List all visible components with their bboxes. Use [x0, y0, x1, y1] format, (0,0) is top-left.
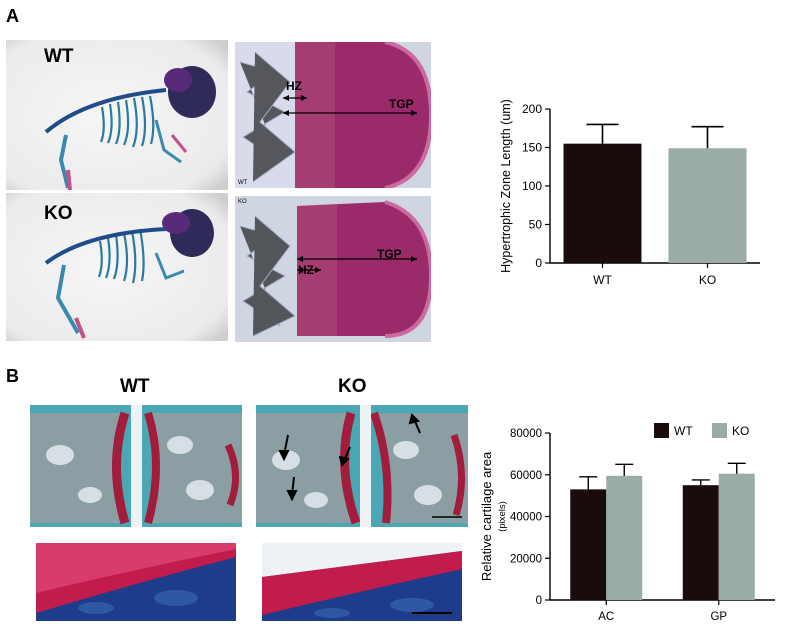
- histology-wt-tgp-label: TGP: [389, 97, 414, 111]
- skeleton-photo-ko: [6, 193, 228, 341]
- y-tick-label: 150: [522, 141, 542, 155]
- histology-ko-measure-arrows: [297, 256, 417, 273]
- y-tick-label: 0: [536, 595, 542, 607]
- joint-ko-label: KO: [338, 376, 367, 397]
- legend-swatch: [654, 423, 669, 438]
- legend-swatch: [712, 423, 727, 438]
- y-tick-label: 100: [522, 179, 542, 193]
- y-tick-label: 20000: [510, 553, 542, 565]
- x-tick-label: WT: [593, 273, 612, 287]
- histology-ko-image: [235, 196, 431, 342]
- joint-wt-label: WT: [120, 376, 150, 397]
- bar: [668, 148, 747, 263]
- histology-wt-corner-label: WT: [238, 180, 248, 186]
- x-tick-label: KO: [699, 273, 716, 287]
- histology-wt-measure-arrows: [283, 95, 417, 116]
- joint-ko-image: [256, 405, 468, 527]
- histology-ko-tgp-label: TGP: [377, 247, 402, 261]
- joint-wt-image: [30, 405, 242, 527]
- histology-ko-corner-label: KO: [238, 199, 247, 205]
- bar: [570, 489, 607, 600]
- y-tick-label: 0: [535, 256, 542, 270]
- y-axis-label: Hypertrophic Zone Length (um): [499, 99, 513, 273]
- y-tick-label: 50: [529, 218, 543, 232]
- closeup-ko-image: [262, 543, 462, 621]
- skeleton-ko-label: KO: [44, 203, 73, 224]
- histology-wt-hz-label: HZ: [286, 79, 302, 93]
- y-axis-units: (pixels): [497, 501, 508, 532]
- histology-wt-image: [235, 42, 431, 188]
- legend-label: KO: [732, 424, 749, 438]
- x-tick-label: AC: [598, 611, 614, 623]
- bar: [606, 475, 643, 600]
- panel-a-letter: A: [6, 6, 19, 26]
- y-tick-label: 40000: [510, 512, 542, 524]
- bar: [682, 485, 719, 600]
- y-tick-label: 200: [522, 102, 542, 116]
- y-tick-label: 80000: [510, 428, 542, 440]
- cartilage-area-chart: 0 20000 40000 60000 80000 Relative cartilage …: [479, 423, 775, 623]
- panel-b-letter: B: [6, 366, 19, 386]
- y-tick-label: 60000: [510, 470, 542, 482]
- closeup-wt-image: [36, 543, 236, 621]
- bar: [718, 473, 755, 600]
- legend-label: WT: [674, 424, 693, 438]
- skeleton-wt-label: WT: [44, 46, 74, 67]
- bar: [563, 143, 642, 263]
- skeleton-photo-wt: [6, 40, 228, 190]
- hypertrophic-zone-chart: 0 50 100 150 200 Hypertrophic Zone Length (um…: [499, 99, 760, 287]
- x-tick-label: GP: [710, 611, 727, 623]
- y-axis-label: Relative cartilage area: [479, 451, 494, 581]
